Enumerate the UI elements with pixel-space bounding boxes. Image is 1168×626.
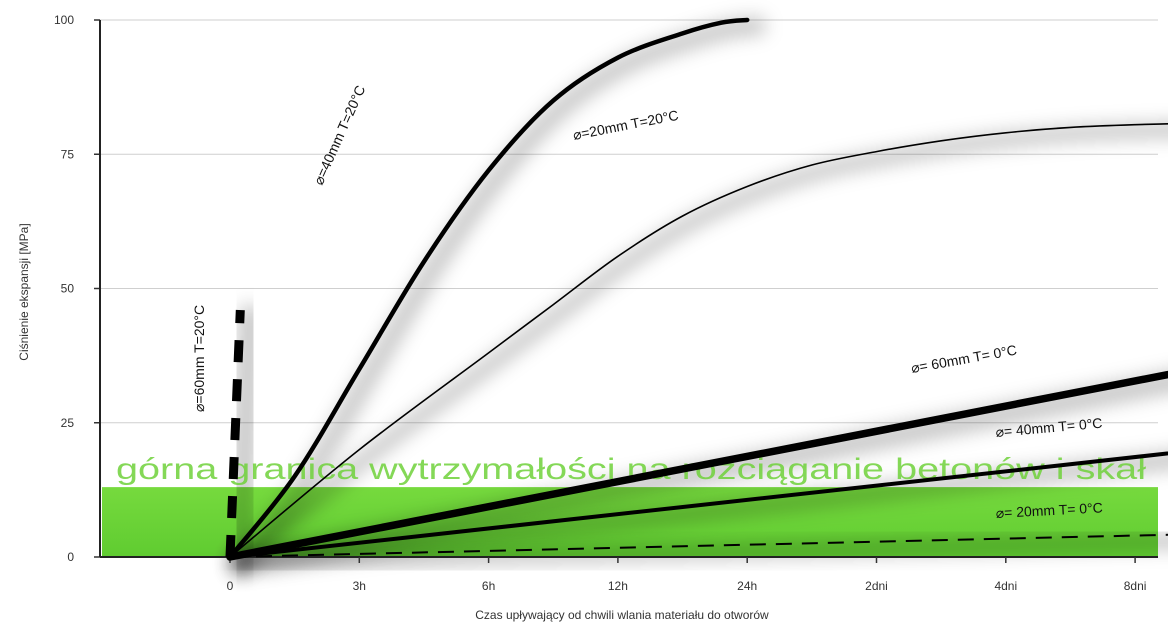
y-tick-label: 0 <box>67 550 74 564</box>
series-line <box>227 17 750 560</box>
series-shadow <box>228 304 262 575</box>
x-axis-title: Czas upływający od chwili wlania materia… <box>475 608 769 622</box>
x-tick-label: 8dni <box>1124 579 1147 593</box>
y-tick-label: 25 <box>61 416 75 430</box>
series-label: ⌀= 20mm T= 0°C <box>995 499 1103 521</box>
series-shadow <box>232 122 1168 571</box>
y-axis-title: Ciśnienie ekspansji [MPa] <box>17 223 31 360</box>
axes: 0 25 50 75 100 0 3h 6h 12h 24h 2dni 4dni 8dni <box>54 13 1158 593</box>
series-line <box>229 123 1168 558</box>
series-line <box>225 309 245 558</box>
series-shadow <box>232 533 1168 571</box>
series-line <box>226 370 1168 561</box>
x-tick-label: 12h <box>608 579 628 593</box>
series-label: ⌀=20mm T=20°C <box>572 107 680 143</box>
series-line <box>229 533 1168 558</box>
series-shadow <box>230 16 767 573</box>
x-tick-label: 24h <box>737 579 757 593</box>
y-tick-label: 75 <box>61 147 75 161</box>
x-tick-label: 0 <box>227 579 234 593</box>
x-tick-label: 4dni <box>994 579 1017 593</box>
x-tick-label: 2dni <box>865 579 888 593</box>
series-shadow <box>229 371 1168 574</box>
x-tick-label: 3h <box>353 579 366 593</box>
series-line <box>228 451 1168 559</box>
series-shadow <box>231 451 1168 572</box>
series-lines <box>225 17 1168 561</box>
series-label: ⌀= 60mm T= 0°C <box>910 342 1018 376</box>
curve-shadows <box>228 16 1168 575</box>
y-tick-label: 100 <box>54 13 74 27</box>
series-label: ⌀=40mm T=20°C <box>310 83 368 187</box>
x-tick-label: 6h <box>482 579 495 593</box>
y-tick-label: 50 <box>61 282 75 296</box>
series-label: ⌀=60mm T=20°C <box>191 305 207 412</box>
